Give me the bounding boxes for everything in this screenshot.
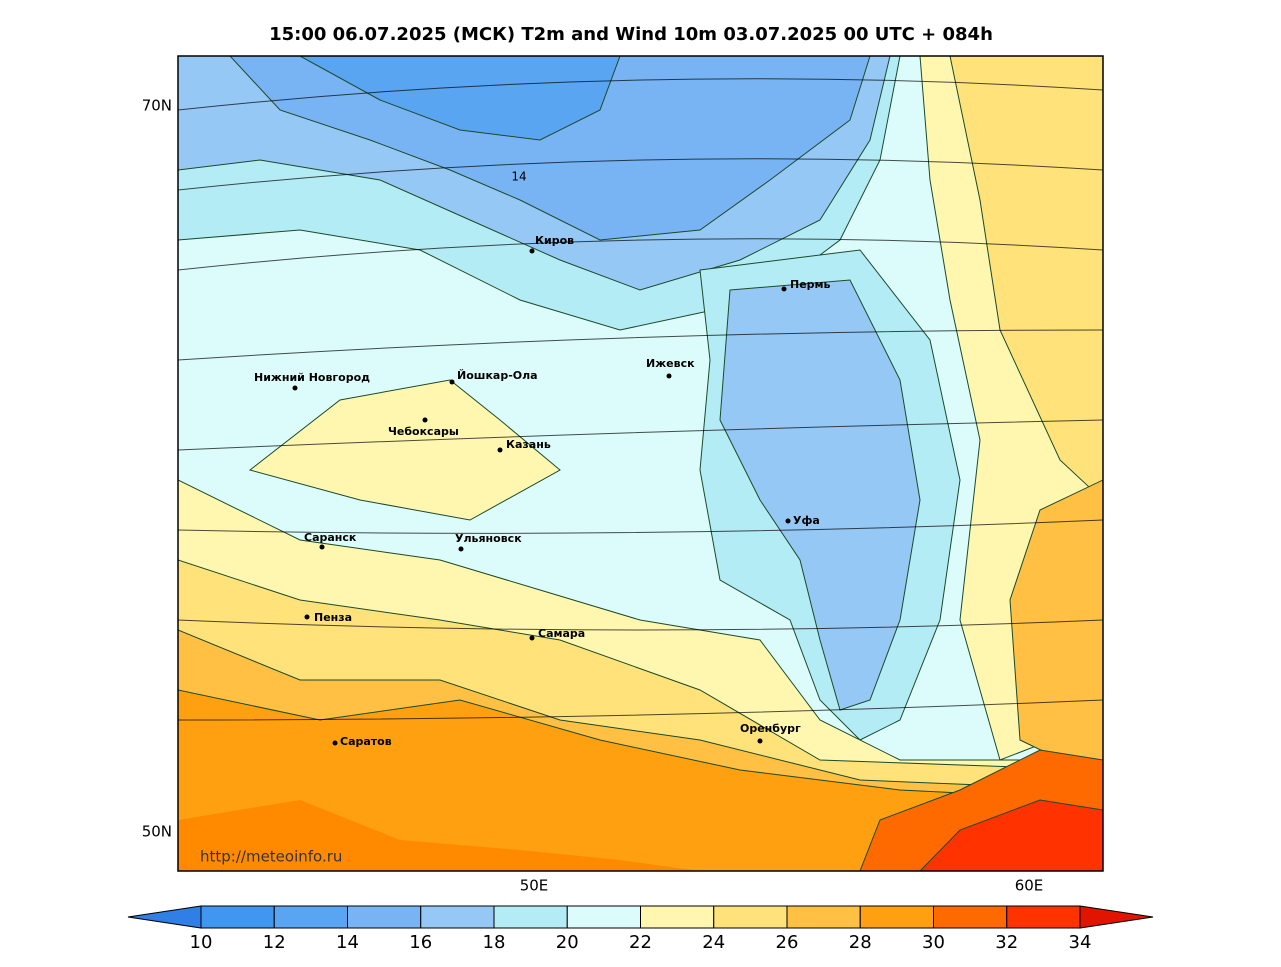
city-dot <box>304 614 310 620</box>
colorbar-segment <box>420 905 495 929</box>
colorbar-tick-label: 20 <box>556 932 579 953</box>
colorbar-tick-label: 16 <box>409 932 432 953</box>
colorbar-segment <box>566 905 641 929</box>
city-dot <box>785 518 791 524</box>
city-label: Казань <box>506 438 551 451</box>
colorbar-tick-label: 22 <box>629 932 652 953</box>
city-dot <box>529 635 535 641</box>
contour-label: 14 <box>511 170 526 184</box>
city-label: Уфа <box>793 514 820 527</box>
city-label: Пермь <box>790 278 831 291</box>
city-label: Саратов <box>340 735 392 748</box>
city-dot <box>292 385 298 391</box>
colorbar-tick-label: 24 <box>702 932 725 953</box>
city-label: Саранск <box>304 531 357 544</box>
city-label: Ульяновск <box>455 532 522 545</box>
city-dot <box>529 248 535 254</box>
colorbar-segment <box>786 905 861 929</box>
city-dot <box>332 740 338 746</box>
lon-label: 50E <box>520 877 549 895</box>
colorbar-segment <box>493 905 568 929</box>
colorbar-segment <box>859 905 934 929</box>
colorbar: 10 12 14 16 18 20 22 24 26 28 30 32 34 <box>127 905 1154 953</box>
cities: Киров Пермь Нижний Новгород Йошкар-Ола Ижевс… <box>254 234 831 748</box>
city-label: Самара <box>538 627 585 640</box>
title: 15:00 06.07.2025 (МСК) T2m and Wind 10m … <box>269 24 993 45</box>
colorbar-segment <box>347 905 422 929</box>
city-label: Оренбург <box>740 722 801 735</box>
colorbar-tick-label: 12 <box>263 932 286 953</box>
city-dot <box>449 379 455 385</box>
city-dot <box>781 286 787 292</box>
city-dot <box>757 738 763 744</box>
city-label: Киров <box>535 234 574 247</box>
lat-label: 70N <box>142 97 172 115</box>
city-label: Йошкар-Ола <box>457 369 538 382</box>
colorbar-tick-label: 14 <box>336 932 359 953</box>
lat-label: 50N <box>142 823 172 841</box>
city-label: Пенза <box>314 611 352 624</box>
colorbar-segment <box>713 905 788 929</box>
colorbar-tick-label: 32 <box>995 932 1018 953</box>
map: 14 http://meteoinfo.ru 70N 50N 50E 60E К… <box>142 55 1104 895</box>
colorbar-arrow <box>1079 905 1154 929</box>
city-label: Ижевск <box>646 357 695 370</box>
city-dot <box>666 373 672 379</box>
colorbar-tick-label: 28 <box>849 932 872 953</box>
city-label: Чебоксары <box>388 425 459 438</box>
lon-label: 60E <box>1015 877 1044 895</box>
city-dot <box>497 447 503 453</box>
colorbar-tick-label: 18 <box>483 932 506 953</box>
colorbar-segment <box>640 905 715 929</box>
city-dot <box>422 417 428 423</box>
city-dot <box>319 544 325 550</box>
colorbar-arrow <box>127 905 202 929</box>
city-dot <box>458 546 464 552</box>
url: http://meteoinfo.ru <box>200 848 342 866</box>
colorbar-tick-label: 34 <box>1069 932 1092 953</box>
colorbar-tick-label: 26 <box>776 932 799 953</box>
city-label: Нижний Новгород <box>254 371 370 384</box>
colorbar-segment <box>200 905 275 929</box>
colorbar-segment <box>1006 905 1081 929</box>
colorbar-segment <box>273 905 348 929</box>
colorbar-tick-label: 30 <box>922 932 945 953</box>
colorbar-segment <box>933 905 1008 929</box>
colorbar-tick-label: 10 <box>190 932 213 953</box>
